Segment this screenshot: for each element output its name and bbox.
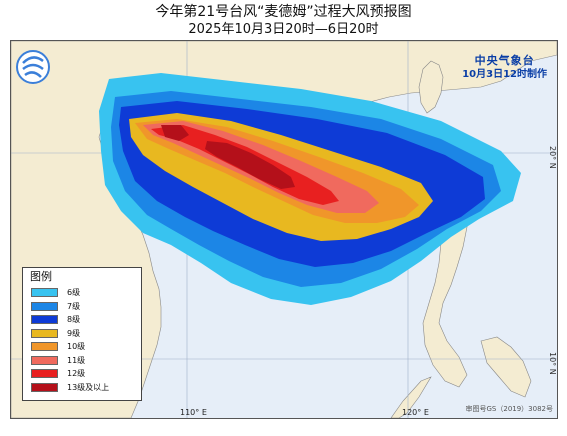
legend-swatch: [31, 382, 58, 392]
band-13-plus: [161, 125, 189, 141]
map-approval-number: 审图号GS（2019）3082号: [465, 405, 554, 413]
cma-logo: [16, 50, 50, 84]
legend-swatch: [31, 342, 58, 352]
legend-label: 10级: [67, 342, 86, 352]
luzon-land: [422, 180, 472, 388]
band-13-plus-core: [205, 141, 295, 189]
legend-label: 11级: [67, 355, 86, 365]
legend-label: 8级: [67, 315, 81, 325]
visayas-land: [480, 336, 532, 398]
lat-label-10: 10° N: [548, 352, 557, 375]
legend: 图例 6级 7级 8级 9级 10级 11级 12级 13级及以上: [22, 267, 142, 401]
legend-label: 9级: [67, 328, 81, 338]
issuing-agency: 中央气象台 10月3日12时制作: [462, 54, 547, 81]
map-subtitle: 2025年10月3日20时—6日20时: [188, 22, 379, 37]
legend-label: 12级: [67, 369, 86, 379]
legend-swatch: [31, 328, 58, 338]
legend-item-10: 10级: [31, 340, 141, 354]
legend-item-6: 6级: [31, 286, 141, 300]
taiwan-land: [418, 60, 444, 114]
legend-swatch: [31, 315, 58, 325]
legend-rows: 6级 7级 8级 9级 10级 11级 12级 13级及以上: [23, 284, 141, 394]
legend-swatch: [31, 288, 58, 298]
legend-label: 6级: [67, 288, 81, 298]
legend-swatch: [31, 301, 58, 311]
legend-item-13-plus: 13级及以上: [31, 381, 141, 395]
legend-label: 7级: [67, 301, 81, 311]
legend-swatch: [31, 355, 58, 365]
legend-title: 图例: [30, 270, 52, 283]
legend-item-11: 11级: [31, 354, 141, 368]
map-title: 今年第21号台风“麦德姆”过程大风预报图: [155, 4, 412, 20]
palawan-land: [390, 376, 432, 418]
legend-item-7: 7级: [31, 300, 141, 314]
legend-swatch: [31, 369, 58, 379]
issue-time: 10月3日12时制作: [462, 69, 547, 80]
agency-name: 中央气象台: [474, 54, 535, 67]
legend-item-9: 9级: [31, 327, 141, 341]
legend-item-12: 12级: [31, 367, 141, 381]
lat-label-20: 20° N: [548, 146, 557, 169]
wind-bands: [99, 73, 521, 305]
legend-item-8: 8级: [31, 313, 141, 327]
lon-label-110: 110° E: [180, 408, 207, 417]
lon-label-120: 120° E: [402, 408, 429, 417]
legend-label: 13级及以上: [67, 382, 110, 392]
